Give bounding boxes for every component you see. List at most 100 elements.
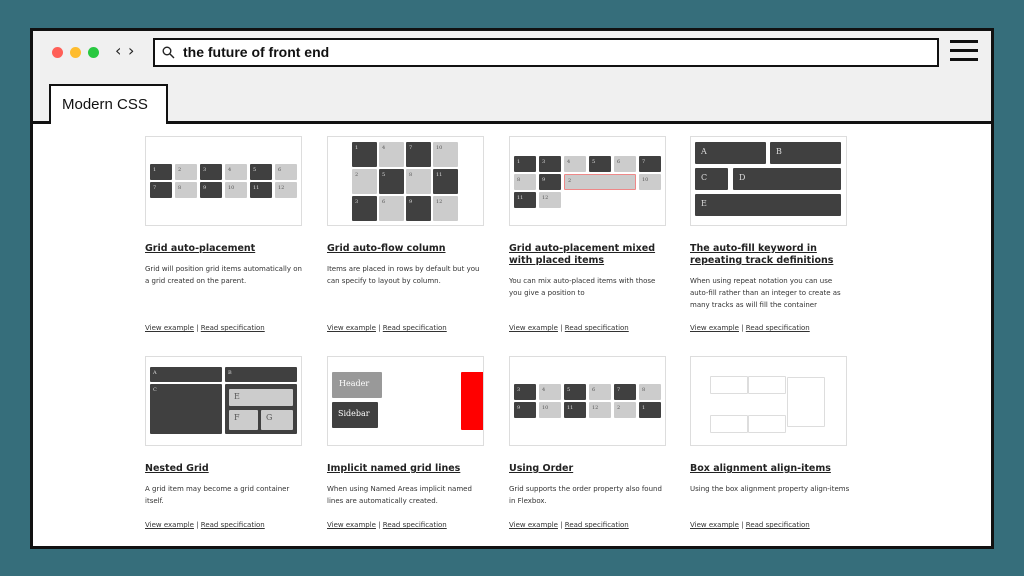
- card-title[interactable]: Grid auto-placement: [145, 243, 256, 254]
- read-specification-link[interactable]: Read specification: [200, 324, 265, 332]
- card-title[interactable]: Using Order: [509, 463, 574, 474]
- grid-item: B: [225, 367, 297, 382]
- view-example-link[interactable]: View example: [327, 324, 376, 332]
- card-description: Grid will position grid items automatica…: [145, 265, 302, 285]
- example-thumbnail[interactable]: Header Sidebar: [327, 356, 484, 446]
- grid-item: B: [770, 142, 841, 164]
- read-specification-link[interactable]: Read specification: [200, 521, 265, 529]
- card-title[interactable]: Box alignment align-items: [690, 463, 831, 474]
- read-specification-link[interactable]: Read specification: [745, 324, 810, 332]
- example-card: Header Sidebar Implicit named grid lines …: [327, 356, 497, 529]
- view-example-link[interactable]: View example: [145, 521, 194, 529]
- grid-item: [748, 415, 786, 433]
- address-bar[interactable]: the future of front end: [153, 38, 939, 67]
- grid-item: 5: [564, 384, 586, 400]
- grid-item: 3: [200, 164, 222, 180]
- example-card: 3 4 5 6 7 8 9 10 11 12 2 1 Using Order Grid support…: [509, 356, 679, 529]
- example-thumbnail[interactable]: 1 2 3 4 5 6 7 8 9 10 11 12: [145, 136, 302, 226]
- read-specification-link[interactable]: Read specification: [382, 324, 447, 332]
- example-thumbnail[interactable]: 1 3 4 5 6 7 8 9 2 10 11 12: [509, 136, 666, 226]
- grid-item: 2: [614, 402, 636, 418]
- example-card: 1 2 3 4 5 6 7 8 9 10 11 12 Grid auto-placement Grid…: [145, 136, 315, 332]
- grid-item: 12: [433, 196, 458, 221]
- grid-item: 4: [564, 156, 586, 172]
- card-title[interactable]: Grid auto-flow column: [327, 243, 446, 254]
- grid-item: 11: [564, 402, 586, 418]
- grid-item: A: [150, 367, 222, 382]
- grid-item: [710, 376, 748, 394]
- view-example-link[interactable]: View example: [145, 324, 194, 332]
- view-example-link[interactable]: View example: [509, 521, 558, 529]
- grid-item: 8: [406, 169, 431, 194]
- grid-item: 1: [352, 142, 377, 167]
- grid-item: G: [261, 410, 293, 430]
- grid-item: F: [229, 410, 258, 430]
- menu-icon[interactable]: [950, 40, 978, 62]
- grid-item: 8: [639, 384, 661, 400]
- card-links: View example | Read specification: [690, 324, 810, 332]
- grid-item: 8: [175, 182, 197, 198]
- view-example-link[interactable]: View example: [690, 324, 739, 332]
- card-title[interactable]: The auto-fill keyword in repeating track…: [690, 243, 834, 266]
- browser-window: ‹ › the future of front end Modern CSS 1…: [30, 28, 994, 549]
- example-card: 1 4 7 10 2 5 8 11 3 6 9 12 Grid auto-flow column It…: [327, 136, 497, 332]
- example-thumbnail[interactable]: 3 4 5 6 7 8 9 10 11 12 2 1: [509, 356, 666, 446]
- card-title[interactable]: Grid auto-placement mixed with placed it…: [509, 243, 656, 266]
- grid-item: [748, 376, 786, 394]
- close-window-button[interactable]: [52, 47, 63, 58]
- example-thumbnail[interactable]: 1 4 7 10 2 5 8 11 3 6 9 12: [327, 136, 484, 226]
- maximize-window-button[interactable]: [88, 47, 99, 58]
- grid-item: C: [150, 384, 222, 434]
- example-thumbnail[interactable]: [690, 356, 847, 446]
- grid-item: 5: [589, 156, 611, 172]
- grid-item: 2: [352, 169, 377, 194]
- forward-icon[interactable]: ›: [128, 41, 135, 60]
- card-title[interactable]: Implicit named grid lines: [327, 463, 461, 474]
- grid-item: 6: [379, 196, 404, 221]
- grid-item: 7: [150, 182, 172, 198]
- read-specification-link[interactable]: Read specification: [382, 521, 447, 529]
- grid-item: 12: [275, 182, 297, 198]
- grid-item: E: [695, 194, 841, 216]
- minimize-window-button[interactable]: [70, 47, 81, 58]
- view-example-link[interactable]: View example: [327, 521, 376, 529]
- grid-item: 9: [406, 196, 431, 221]
- grid-item: 4: [225, 164, 247, 180]
- grid-item: 7: [639, 156, 661, 172]
- grid-item: [710, 415, 748, 433]
- grid-item: 10: [539, 402, 561, 418]
- grid-item: 1: [514, 156, 536, 172]
- tab-modern-css[interactable]: Modern CSS: [49, 84, 168, 124]
- grid-item: 12: [539, 192, 561, 208]
- grid-item: A: [695, 142, 766, 164]
- browser-chrome: ‹ › the future of front end Modern CSS: [33, 31, 991, 124]
- grid-item: 3: [539, 156, 561, 172]
- read-specification-link[interactable]: Read specification: [564, 521, 629, 529]
- grid-item: 6: [614, 156, 636, 172]
- grid-item: 7: [614, 384, 636, 400]
- grid-item: [461, 372, 483, 430]
- card-description: When using Named Areas implicit named li…: [327, 485, 472, 505]
- grid-item: 5: [250, 164, 272, 180]
- grid-item: E: [229, 389, 293, 406]
- card-links: View example | Read specification: [509, 521, 629, 529]
- read-specification-link[interactable]: Read specification: [745, 521, 810, 529]
- grid-item: 3: [352, 196, 377, 221]
- view-example-link[interactable]: View example: [690, 521, 739, 529]
- grid-item: 1: [639, 402, 661, 418]
- grid-item: 10: [225, 182, 247, 198]
- read-specification-link[interactable]: Read specification: [564, 324, 629, 332]
- card-title[interactable]: Nested Grid: [145, 463, 209, 474]
- card-description: When using repeat notation you can use a…: [690, 277, 841, 309]
- back-icon[interactable]: ‹: [115, 41, 122, 60]
- card-links: View example | Read specification: [145, 324, 265, 332]
- grid-item: 11: [250, 182, 272, 198]
- search-query: the future of front end: [183, 44, 330, 60]
- view-example-link[interactable]: View example: [509, 324, 558, 332]
- grid-item: Header: [332, 372, 382, 398]
- card-links: View example | Read specification: [690, 521, 810, 529]
- grid-item: 4: [539, 384, 561, 400]
- grid-item: 9: [514, 402, 536, 418]
